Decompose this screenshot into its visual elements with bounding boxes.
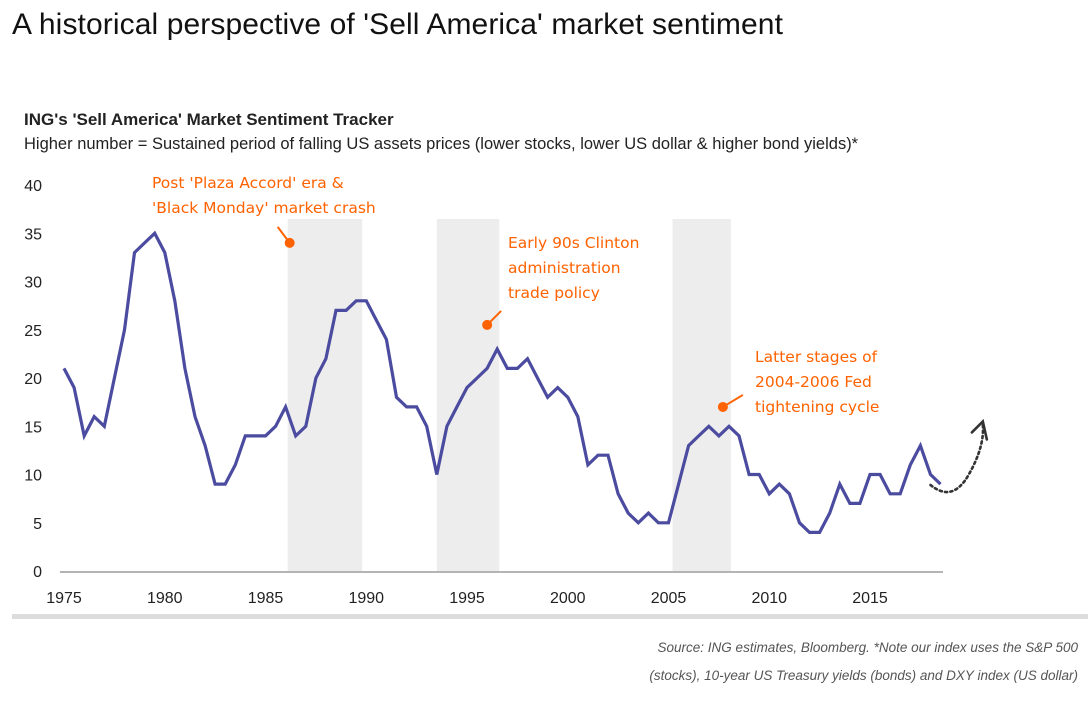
annotation-text: trade policy: [508, 284, 600, 302]
x-tick-label: 1990: [348, 590, 384, 607]
y-tick-label: 15: [24, 419, 42, 436]
annotation-text: Post 'Plaza Accord' era &: [152, 174, 344, 192]
y-tick-label: 10: [24, 468, 42, 485]
x-tick-label: 1975: [46, 590, 82, 607]
x-tick-label: 2010: [751, 590, 787, 607]
y-tick-label: 0: [33, 564, 42, 581]
series-group: [62, 230, 942, 535]
shaded-period-1: [287, 219, 363, 571]
y-tick-label: 35: [24, 226, 42, 243]
annotation-text: 'Black Monday' market crash: [152, 199, 376, 217]
annotation-marker: [482, 319, 493, 330]
x-tick-label: 1980: [147, 590, 183, 607]
annotation-text: tightening cycle: [755, 398, 879, 416]
y-tick-label: 5: [33, 516, 42, 533]
annotation-marker: [717, 401, 728, 412]
y-tick-label: 25: [24, 323, 42, 340]
x-axis: 1975 1980 1985 1990 1995 2000 2005 2010 2015: [46, 590, 888, 607]
x-tick-label: 2005: [651, 590, 687, 607]
y-tick-label: 30: [24, 275, 42, 292]
source-note-line-2: (stocks), 10-year US Treasury yields (bo…: [649, 668, 1078, 683]
shaded-periods: [287, 219, 731, 571]
chart-bottom-divider: [12, 614, 1088, 619]
annotation-text: administration: [508, 259, 621, 277]
forecast-arrow: [929, 418, 989, 494]
x-tick-label: 2015: [852, 590, 888, 607]
annotation-text: Early 90s Clinton: [508, 234, 639, 252]
chart-subtitle: Higher number = Sustained period of fall…: [24, 135, 859, 153]
x-tick-label: 1995: [449, 590, 485, 607]
x-tick-label: 2000: [550, 590, 586, 607]
shaded-period-2: [436, 219, 500, 571]
forecast-arrowhead-icon: [970, 418, 989, 441]
annotation-marker: [284, 237, 295, 248]
annotation-text: Latter stages of: [755, 348, 878, 366]
y-tick-label: 20: [24, 371, 42, 388]
x-tick-label: 1985: [248, 590, 284, 607]
y-tick-label: 40: [24, 178, 42, 195]
page-title: A historical perspective of 'Sell Americ…: [12, 8, 784, 41]
shaded-period-3: [672, 219, 731, 571]
annotations: Post 'Plaza Accord' era & 'Black Monday' …: [152, 174, 879, 416]
y-axis: 0 5 10 15 20 25 30 35 40: [24, 178, 42, 581]
forecast-dotted-path: [929, 424, 985, 494]
annotation-text: 2004-2006 Fed: [755, 373, 872, 391]
source-note-line-1: Source: ING estimates, Bloomberg. *Note …: [657, 640, 1078, 655]
chart-title: ING's 'Sell America' Market Sentiment Tr…: [24, 110, 394, 129]
series-line: [62, 230, 942, 535]
